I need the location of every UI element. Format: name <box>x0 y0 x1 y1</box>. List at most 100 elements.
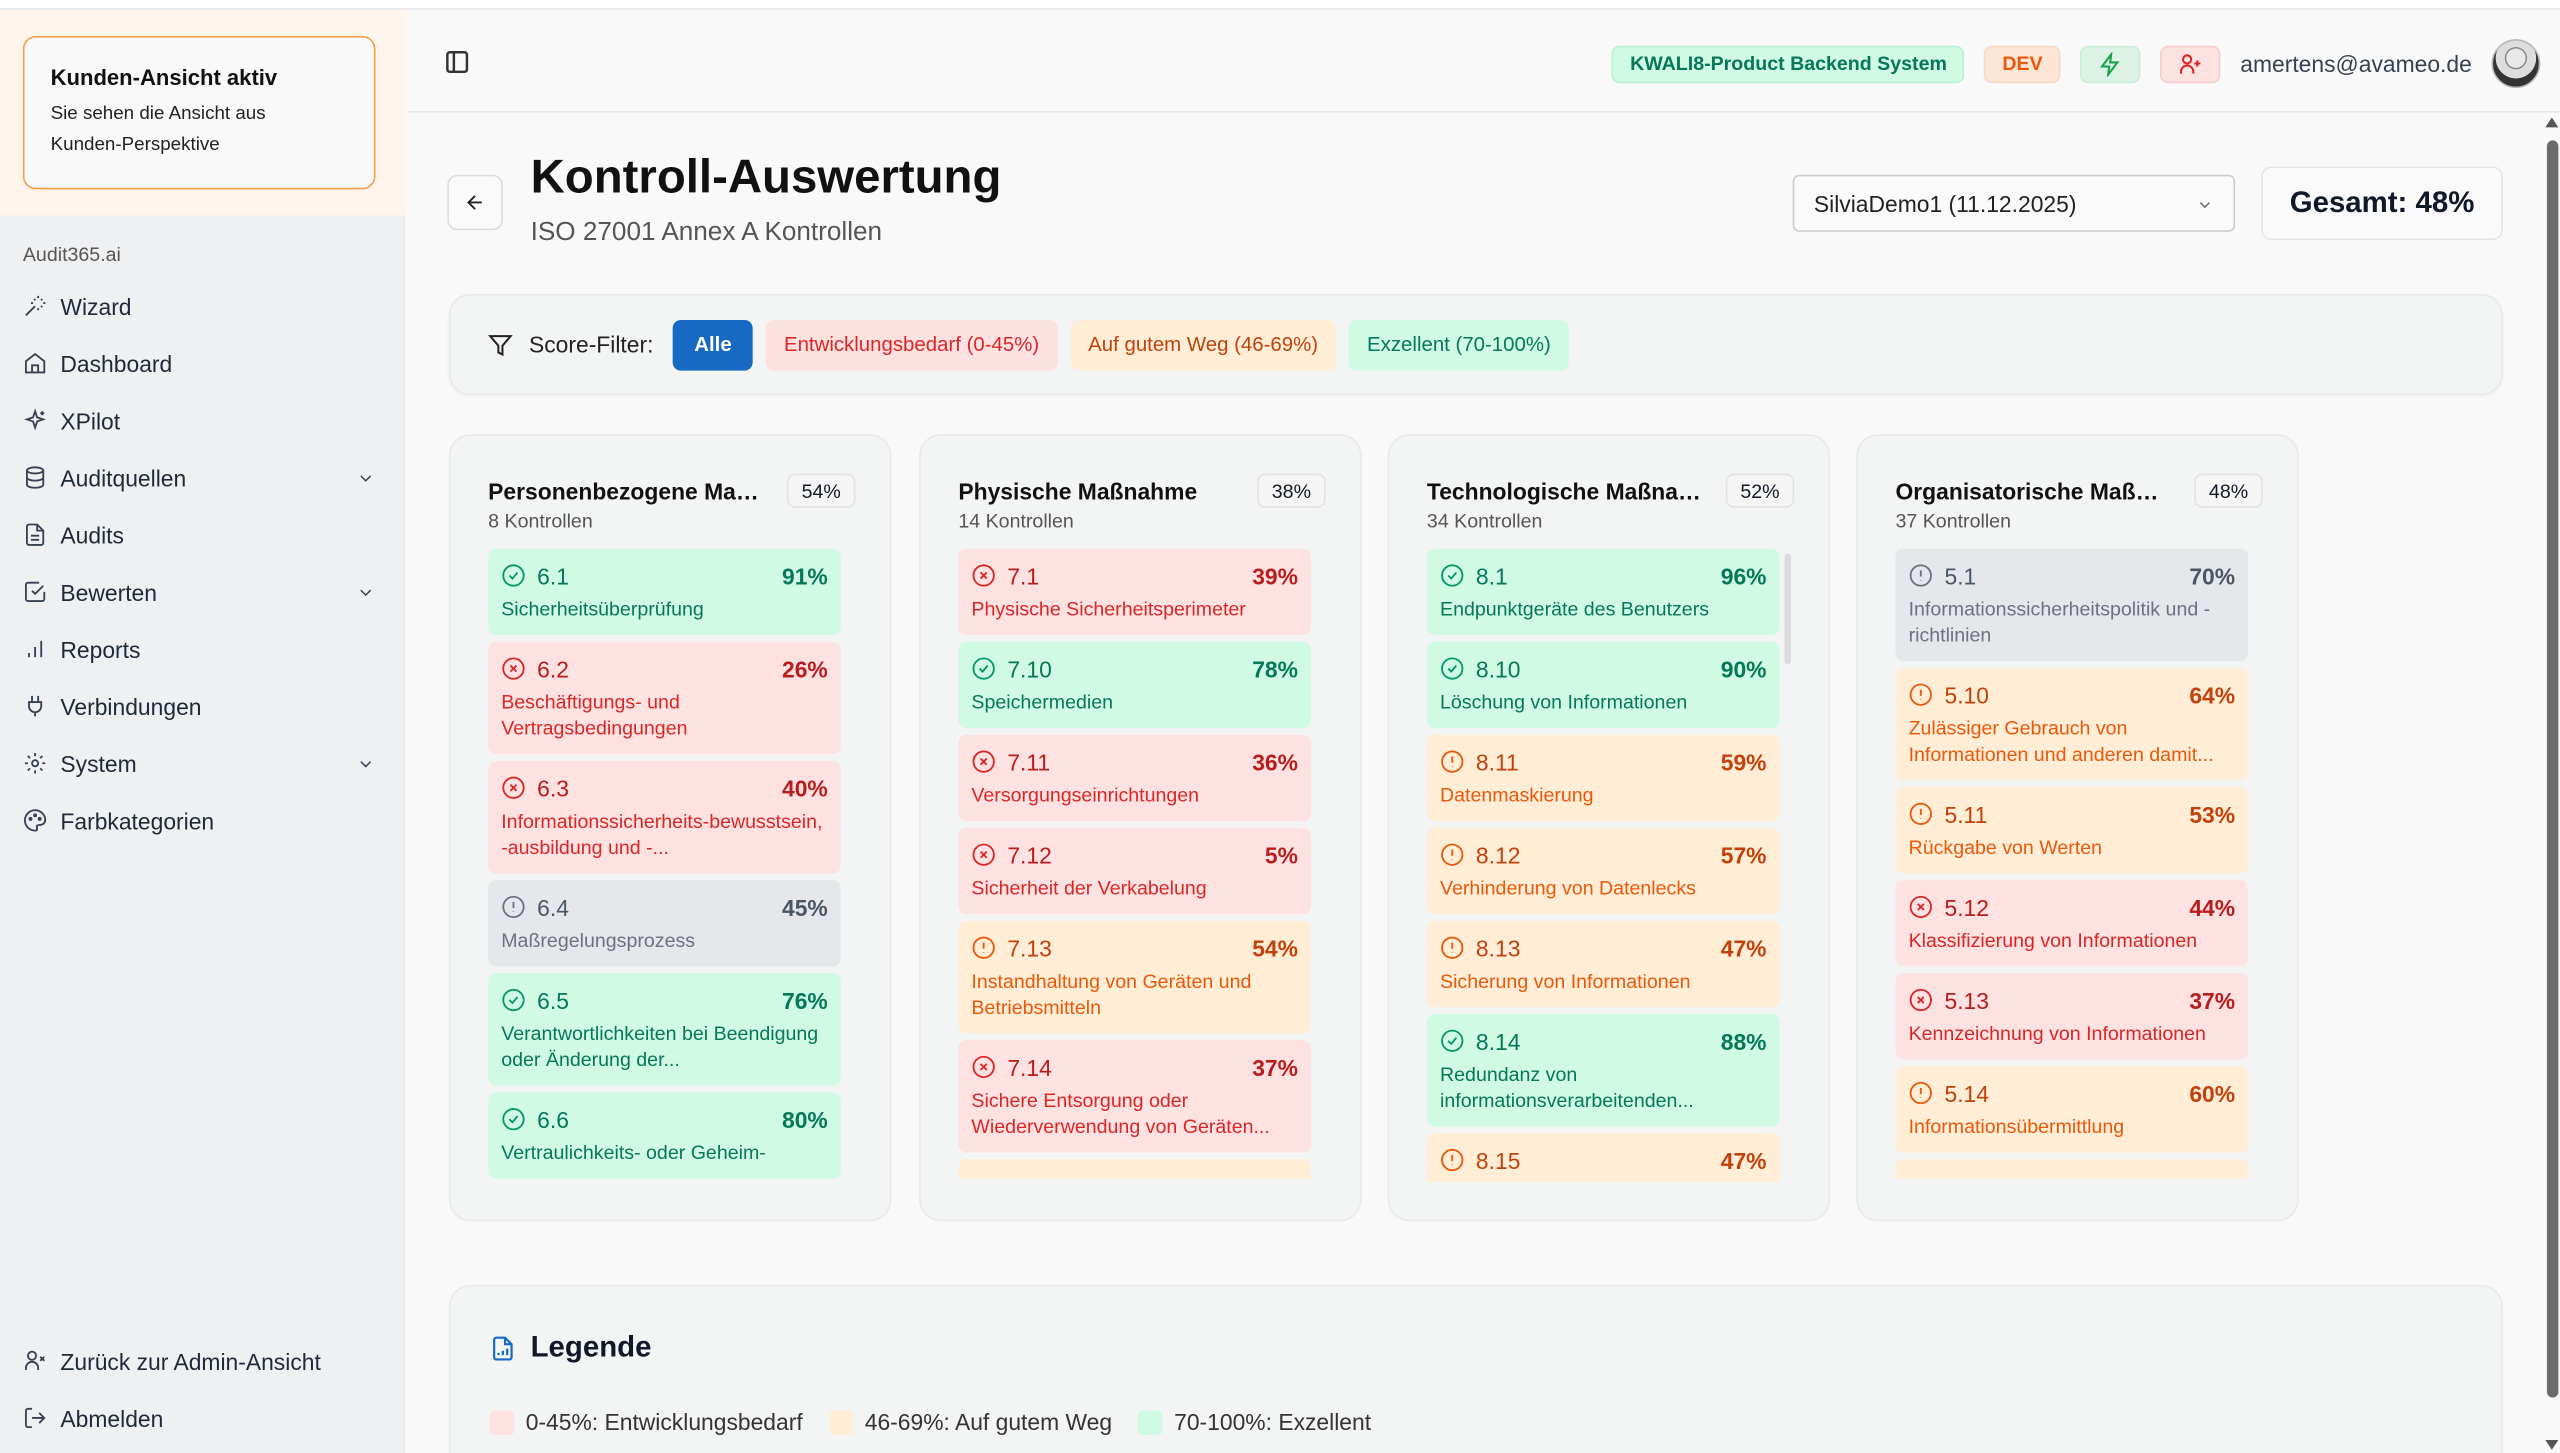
control-score: 37% <box>1252 1053 1298 1080</box>
circle-alert-icon <box>1909 1081 1932 1105</box>
control-name: Löschung von Informationen <box>1439 690 1688 714</box>
logout-button[interactable]: Abmelden <box>23 1389 382 1446</box>
sidebar-item-xpilot[interactable]: XPilot <box>23 392 382 449</box>
filter-entwicklungsbedarf[interactable]: Entwicklungsbedarf (0-45%) <box>765 319 1058 370</box>
control-code: 7.11 <box>1007 748 1051 775</box>
chevron-down-icon[interactable] <box>356 753 376 773</box>
circle-check-icon <box>1441 1029 1464 1052</box>
control-code: 7.1 <box>1007 562 1040 589</box>
quick-action-button[interactable] <box>2080 44 2141 83</box>
list-scrollbar[interactable] <box>1784 553 1792 665</box>
sidebar-item-auditquellen[interactable]: Auditquellen <box>23 449 382 506</box>
wand-icon <box>25 295 46 316</box>
control-list[interactable]: 6.1 91% Sicherheitsüberprüfung 6.2 26% Beschä… <box>488 548 841 1182</box>
control-item[interactable]: 5.13 37% Kennzeichnung von Informationen <box>1895 973 2249 1060</box>
control-score: 90% <box>1720 655 1767 682</box>
scroll-up-arrow[interactable] <box>2545 117 2559 128</box>
legend-swatch <box>828 1410 854 1436</box>
circle-check-icon <box>972 657 995 680</box>
nav-label: Auditquellen <box>60 464 187 491</box>
legend-label: 46-69%: Auf gutem Weg <box>864 1408 1113 1436</box>
control-item[interactable]: 6.5 76% Verantwortlichkeiten bei Beendigun… <box>488 973 841 1086</box>
sidebar-item-reports[interactable]: Reports <box>23 620 382 677</box>
user-email[interactable]: amertens@avameo.de <box>2240 50 2472 77</box>
filter-all[interactable]: Alle <box>673 319 753 370</box>
control-item[interactable]: 6.4 45% Maßregelungsprozess <box>488 879 841 967</box>
control-item[interactable]: 5.11 53% Rückgabe von Werten <box>1895 786 2249 874</box>
control-item[interactable]: 5.10 64% Zulässiger Gebrauch von Informati… <box>1895 667 2249 781</box>
circle-alert-icon <box>1441 750 1464 773</box>
control-item[interactable]: 7.1 39% Physische Sicherheitsperimeter <box>958 548 1312 636</box>
scrollbar-thumb[interactable] <box>2546 140 2559 1398</box>
control-item[interactable]: 8.13 47% Sicherung von Informationen <box>1426 920 1780 1008</box>
control-item[interactable]: 6.2 26% Beschäftigungs- und Vertragsbeding… <box>488 641 841 755</box>
sidebar-item-wizard[interactable]: Wizard <box>23 278 382 335</box>
control-item[interactable]: 5.1 70% Informationssicherheitspolitik und… <box>1895 548 2249 662</box>
control-list[interactable]: 7.1 39% Physische Sicherheitsperimeter 7.10… <box>958 548 1312 1182</box>
control-item-partial[interactable] <box>958 1159 1312 1179</box>
sidebar-item-audits[interactable]: Audits <box>23 506 382 563</box>
circle-alert-icon <box>1909 802 1932 825</box>
circle-alert-icon <box>502 895 525 919</box>
user-x-icon <box>24 1350 45 1370</box>
sidebar-item-verbindungen[interactable]: Verbindungen <box>23 678 382 735</box>
circle-alert-icon <box>972 936 995 959</box>
sidebar-item-system[interactable]: System <box>23 735 382 792</box>
control-score: 64% <box>2189 681 2236 708</box>
home-icon <box>24 352 46 374</box>
control-code: 5.10 <box>1944 681 1989 708</box>
audit-select[interactable]: SilviaDemo1 (11.12.2025) <box>1792 174 2236 232</box>
control-name: Sicherheit der Verkabelung <box>971 876 1207 900</box>
control-item[interactable]: 8.15 47% <box>1426 1133 1780 1183</box>
back-to-admin-button[interactable]: Zurück zur Admin-Ansicht <box>23 1332 382 1389</box>
filter-exzellent[interactable]: Exzellent (70-100%) <box>1349 319 1569 370</box>
control-name: Instandhaltung von Geräten und Betriebsm… <box>971 969 1252 1019</box>
control-name: Speichermedien <box>971 690 1114 714</box>
score-filter-label: Score-Filter: <box>528 331 654 358</box>
add-user-button[interactable] <box>2160 44 2221 83</box>
sidebar: Kunden-Ansicht aktiv Sie sehen die Ansic… <box>0 9 405 1453</box>
control-item[interactable]: 8.1 96% Endpunktgeräte des Benutzers <box>1426 548 1780 636</box>
nav-label: Verbindungen <box>60 693 202 720</box>
sidebar-toggle-icon[interactable] <box>444 49 470 75</box>
filter-auf-gutem-weg[interactable]: Auf gutem Weg (46-69%) <box>1070 319 1337 370</box>
control-name: Sicherung von Informationen <box>1439 969 1691 993</box>
control-item[interactable]: 7.13 54% Instandhaltung von Geräten und Be… <box>958 920 1312 1034</box>
avatar[interactable] <box>2491 39 2541 89</box>
palette-icon <box>24 809 47 832</box>
control-item[interactable]: 8.12 57% Verhinderung von Datenlecks <box>1426 827 1780 915</box>
control-item[interactable]: 7.10 78% Speichermedien <box>958 641 1312 729</box>
circle-check-icon <box>502 988 525 1012</box>
chevron-down-icon[interactable] <box>356 582 376 602</box>
scroll-down-arrow[interactable] <box>2545 1439 2559 1450</box>
control-item[interactable]: 7.11 36% Versorgungseinrichtungen <box>958 734 1312 822</box>
control-score: 88% <box>1720 1027 1767 1054</box>
nav-label: Bewerten <box>60 578 157 605</box>
control-item[interactable]: 6.3 40% Informationssicherheits-bewusstsei… <box>488 760 841 874</box>
system-badge: KWALI8-Product Backend System <box>1612 44 1965 83</box>
control-item[interactable]: 7.14 37% Sichere Entsorgung oder Wiederver… <box>958 1039 1312 1153</box>
control-item[interactable]: 5.14 60% Informationsübermittlung <box>1895 1066 2249 1153</box>
circle-check-icon <box>1441 657 1464 680</box>
back-button[interactable] <box>447 174 503 231</box>
control-item[interactable]: 8.11 59% Datenmaskierung <box>1426 734 1780 822</box>
control-item[interactable]: 6.1 91% Sicherheitsüberprüfung <box>488 548 841 636</box>
sidebar-item-dashboard[interactable]: Dashboard <box>23 335 382 392</box>
chevron-down-icon[interactable] <box>356 468 376 488</box>
control-item[interactable]: 8.10 90% Löschung von Informationen <box>1426 641 1780 729</box>
sidebar-item-farbkategorien[interactable]: Farbkategorien <box>23 792 382 849</box>
page-scrollbar[interactable] <box>2544 117 2560 1453</box>
control-item[interactable]: 5.12 44% Klassifizierung von Informationen <box>1895 879 2249 967</box>
control-item-partial[interactable] <box>1895 1159 2249 1179</box>
control-item[interactable]: 7.12 5% Sicherheit der Verkabelung <box>958 827 1312 915</box>
control-item[interactable]: 8.14 88% Redundanz von informationsverarbe… <box>1426 1013 1780 1127</box>
file-chart-icon <box>493 1335 513 1360</box>
circle-x-icon <box>1909 988 1932 1012</box>
control-list[interactable]: 5.1 70% Informationssicherheitspolitik und… <box>1895 548 2249 1182</box>
control-score: 5% <box>1264 841 1298 868</box>
control-item[interactable]: 6.6 80% Vertraulichkeits- oder Geheim- <box>488 1092 841 1179</box>
sidebar-item-bewerten[interactable]: Bewerten <box>23 563 382 620</box>
control-code: 8.15 <box>1475 1146 1521 1174</box>
control-name: Beschäftigungs- und Vertragsbedingungen <box>501 690 688 740</box>
control-list[interactable]: 8.1 96% Endpunktgeräte des Benutzers 8.10 90… <box>1426 548 1780 1183</box>
